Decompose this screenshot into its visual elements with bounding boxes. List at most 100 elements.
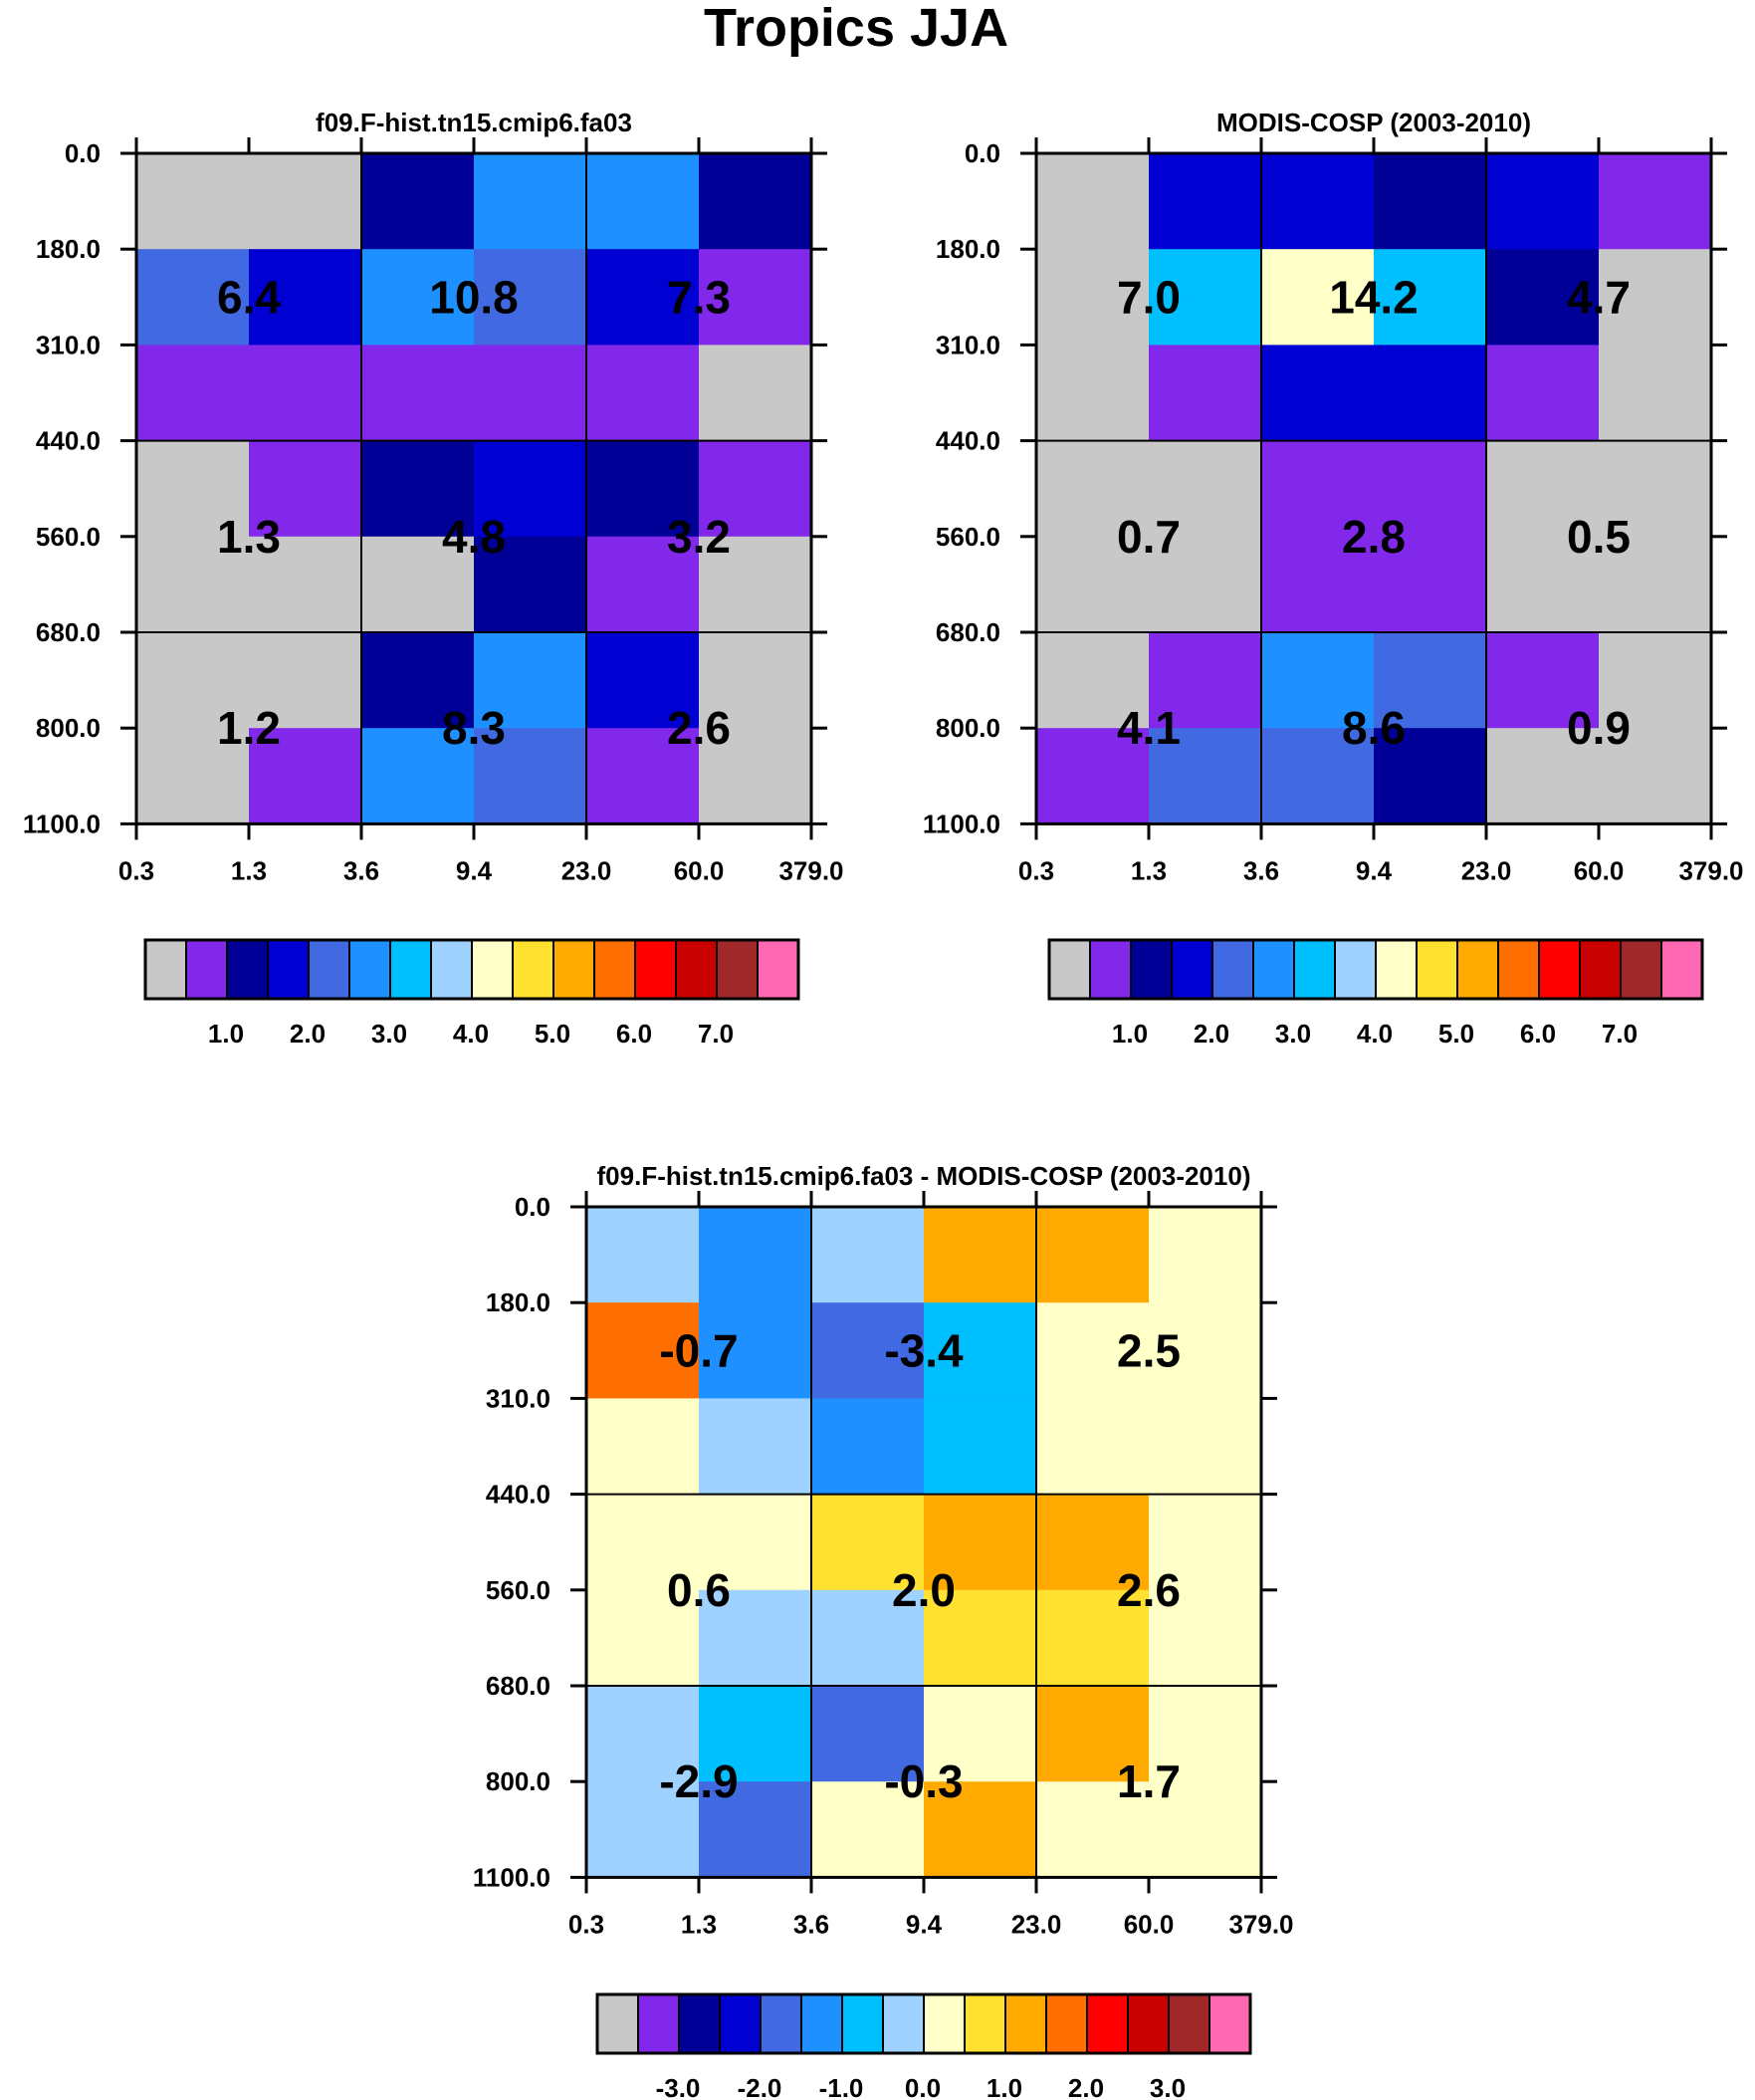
colorbar-swatch bbox=[1416, 939, 1458, 1000]
heatmap-cell bbox=[1036, 1686, 1150, 1782]
x-tick-label: 60.0 bbox=[1574, 855, 1625, 885]
heatmap-cell bbox=[586, 1781, 700, 1878]
colorbar-swatch bbox=[596, 1993, 639, 2054]
heatmap-cell bbox=[249, 440, 362, 538]
heatmap-cell bbox=[586, 1302, 700, 1399]
y-tick-label: 180.0 bbox=[486, 1287, 550, 1317]
colorbar-swatch bbox=[226, 939, 269, 1000]
heatmap-cell bbox=[1261, 440, 1375, 538]
x-tick-label: 0.3 bbox=[1018, 855, 1054, 885]
colorbar-label: -2.0 bbox=[738, 2073, 782, 2100]
x-tick-label: 23.0 bbox=[1461, 855, 1512, 885]
colorbar-swatch bbox=[593, 939, 636, 1000]
colorbar-swatch bbox=[760, 1993, 802, 2054]
heatmap-cell bbox=[249, 728, 362, 824]
group-total-label: 7.3 bbox=[667, 271, 731, 323]
heatmap-cell bbox=[136, 632, 250, 729]
colorbar-swatch bbox=[1293, 939, 1336, 1000]
heatmap-cell bbox=[699, 1207, 812, 1303]
colorbar-swatch bbox=[634, 939, 677, 1000]
group-total-label: 0.9 bbox=[1567, 702, 1631, 754]
colorbar-swatch bbox=[1127, 1993, 1170, 2054]
colorbar-label: 2.0 bbox=[1068, 2073, 1104, 2100]
x-tick-label: 0.3 bbox=[118, 855, 154, 885]
group-total-label: -2.9 bbox=[659, 1755, 738, 1807]
heatmap-cell bbox=[586, 153, 700, 250]
heatmap-cell bbox=[811, 1207, 925, 1303]
heatmap-cell bbox=[1486, 249, 1600, 346]
x-tick-label: 9.4 bbox=[456, 855, 493, 885]
heatmap-cell bbox=[361, 728, 475, 824]
colorbar-swatch bbox=[348, 939, 391, 1000]
panel-2: MODIS-COSP (2003-2010) 0.3 1.3 3.6 9.4 23.0 60… bbox=[923, 108, 1744, 885]
heatmap-cell bbox=[586, 632, 700, 729]
figure-title: Tropics JJA bbox=[704, 0, 1008, 58]
heatmap-cell bbox=[1149, 1494, 1262, 1591]
heatmap-cell bbox=[1374, 249, 1487, 346]
colorbar-swatch bbox=[1211, 939, 1254, 1000]
group-total-label: 4.7 bbox=[1567, 271, 1631, 323]
y-tick-label: 1100.0 bbox=[473, 1862, 550, 1892]
heatmap-cell bbox=[249, 249, 362, 346]
heatmap-cell bbox=[924, 1686, 1037, 1782]
y-tick-label: 1100.0 bbox=[23, 809, 101, 838]
heatmap-cell bbox=[1486, 536, 1600, 633]
heatmap-cell bbox=[474, 728, 587, 824]
colorbar-swatch bbox=[882, 1993, 925, 2054]
y-tick-label: 0.0 bbox=[515, 1192, 550, 1222]
colorbar-label: -3.0 bbox=[656, 2073, 701, 2100]
heatmap-cell bbox=[699, 1494, 812, 1591]
heatmap-cell bbox=[586, 345, 700, 442]
group-total-label: 2.0 bbox=[892, 1564, 956, 1616]
heatmap-cell bbox=[474, 153, 587, 250]
heatmap-cell bbox=[1036, 249, 1150, 346]
heatmap-cell bbox=[1261, 728, 1375, 824]
group-total-label: 7.0 bbox=[1117, 271, 1181, 323]
x-tick-label: 3.6 bbox=[343, 855, 379, 885]
heatmap-cell bbox=[1149, 632, 1262, 729]
heatmap-cell bbox=[699, 249, 812, 346]
heatmap-cell bbox=[1374, 153, 1487, 250]
y-tick-label: 0.0 bbox=[965, 138, 1000, 168]
group-total-label: 14.2 bbox=[1329, 271, 1419, 323]
heatmap-cell bbox=[249, 536, 362, 633]
heatmap-cell bbox=[924, 1494, 1037, 1591]
colorbar-label: 1.0 bbox=[987, 2073, 1022, 2100]
y-tick-label: 800.0 bbox=[486, 1766, 550, 1796]
heatmap-cell bbox=[1374, 440, 1487, 538]
panel-title: f09.F-hist.tn15.cmip6.fa03 - MODIS-COSP … bbox=[597, 1161, 1251, 1191]
heatmap-cell bbox=[1149, 1207, 1262, 1303]
heatmap-cell bbox=[1036, 1781, 1150, 1878]
y-tick-label: 180.0 bbox=[36, 234, 101, 264]
group-total-label: 2.8 bbox=[1342, 511, 1406, 563]
heatmap-cell bbox=[474, 632, 587, 729]
colorbar-label: 7.0 bbox=[698, 1019, 734, 1049]
y-tick-label: 680.0 bbox=[486, 1671, 550, 1701]
heatmap-cell bbox=[1036, 1589, 1150, 1687]
colorbar-label: 3.0 bbox=[371, 1019, 407, 1049]
heatmap-cell bbox=[699, 440, 812, 538]
heatmap-cell bbox=[1599, 440, 1712, 538]
colorbar-label: 5.0 bbox=[1438, 1019, 1474, 1049]
heatmap-cell bbox=[474, 345, 587, 442]
group-total-label: 2.6 bbox=[667, 702, 731, 754]
heatmap-cell bbox=[1149, 1398, 1262, 1496]
heatmap-cell bbox=[361, 536, 475, 633]
x-tick-label: 3.6 bbox=[1243, 855, 1279, 885]
colorbar-swatch bbox=[552, 939, 595, 1000]
heatmap-cell bbox=[1261, 345, 1375, 442]
heatmap-cell bbox=[1374, 345, 1487, 442]
heatmap-cell bbox=[699, 632, 812, 729]
group-total-label: 2.6 bbox=[1117, 1564, 1181, 1616]
colorbar-3: -3.0 -2.0 -1.0 0.0 1.0 2.0 3.0 bbox=[595, 1992, 1252, 2100]
group-total-label: -0.7 bbox=[659, 1324, 738, 1376]
heatmap-cell bbox=[699, 1781, 812, 1878]
heatmap-cell bbox=[1374, 632, 1487, 729]
x-tick-label: 379.0 bbox=[778, 855, 843, 885]
heatmap-cell bbox=[1149, 536, 1262, 633]
heatmap-cell bbox=[1599, 345, 1712, 442]
colorbar-label: 2.0 bbox=[1194, 1019, 1229, 1049]
colorbar-swatch bbox=[1497, 939, 1540, 1000]
heatmap-cell bbox=[699, 1686, 812, 1782]
colorbar-swatch bbox=[678, 1993, 721, 2054]
